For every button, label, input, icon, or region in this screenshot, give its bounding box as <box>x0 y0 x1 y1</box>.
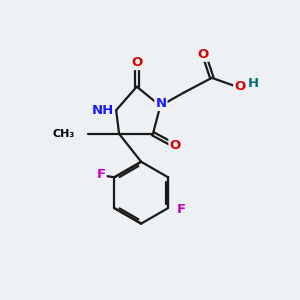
Text: O: O <box>197 48 208 61</box>
Text: H: H <box>248 77 259 90</box>
Text: O: O <box>169 139 181 152</box>
Text: O: O <box>132 56 143 69</box>
Text: O: O <box>234 80 245 93</box>
Text: F: F <box>177 203 186 216</box>
Text: NH: NH <box>92 104 114 117</box>
Text: F: F <box>97 168 106 181</box>
Text: CH₃: CH₃ <box>53 129 75 139</box>
Text: N: N <box>155 97 167 110</box>
